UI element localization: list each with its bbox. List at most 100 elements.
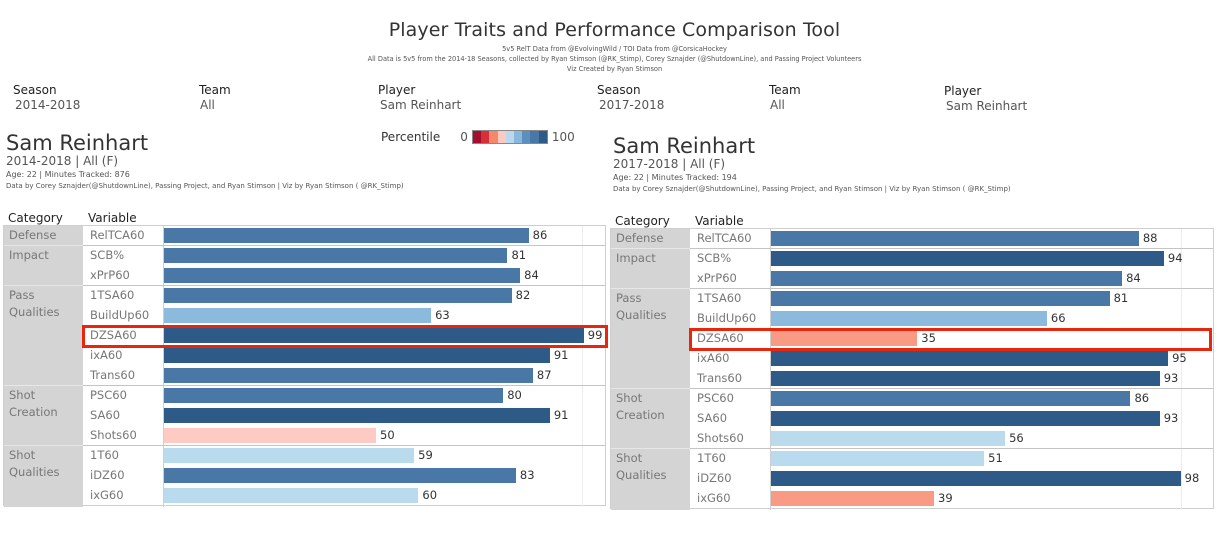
highlight-box <box>82 325 608 348</box>
filter-value[interactable]: Sam Reinhart <box>946 99 1028 113</box>
percentile-bar[interactable] <box>164 408 550 423</box>
legend-swatch <box>513 131 523 143</box>
filter-value[interactable]: 2017-2018 <box>599 98 665 112</box>
filter-team-left[interactable]: Team All <box>199 83 231 112</box>
variable-label: BuildUp60 <box>90 308 150 322</box>
player-name: Sam Reinhart <box>6 131 149 155</box>
percentile-value: 86 <box>532 228 548 242</box>
category-label: Shot Qualities <box>9 448 60 479</box>
left-traits-table: Defense RelTCA60 86 Impact SCB% 81 xPrP60 84 Pas… <box>3 225 608 507</box>
category-column <box>611 229 690 510</box>
season-team-line: 2017-2018 | All (F) <box>613 157 726 171</box>
column-divider <box>770 229 771 510</box>
filter-value[interactable]: All <box>200 98 215 112</box>
category-separator <box>611 448 690 449</box>
filter-label: Season <box>13 83 57 97</box>
variable-label: PSC60 <box>697 391 734 405</box>
legend-swatch <box>489 131 498 143</box>
filter-label: Team <box>769 83 801 97</box>
percentile-bar[interactable] <box>164 308 432 323</box>
percentile-legend: Percentile 0 100 <box>381 130 575 144</box>
category-separator <box>611 388 690 389</box>
category-separator <box>4 445 83 446</box>
variable-label: ixG60 <box>697 491 731 505</box>
percentile-value: 91 <box>553 348 569 362</box>
variable-label: 1T60 <box>90 448 119 462</box>
percentile-value: 51 <box>988 451 1003 465</box>
subtitle-data-sources: 5v5 RelT Data from @EvolvingWild / TOI D… <box>502 45 727 53</box>
variable-label: ixA60 <box>90 348 123 362</box>
percentile-value: 86 <box>1134 391 1150 405</box>
percentile-bar[interactable] <box>771 491 935 506</box>
category-separator <box>611 448 1213 449</box>
variable-label: DZSA60 <box>90 328 137 342</box>
category-label: Pass Qualities <box>9 288 60 319</box>
percentile-bar[interactable] <box>771 451 985 466</box>
category-label: Defense <box>9 228 57 242</box>
variable-label: iDZ60 <box>90 468 125 482</box>
percentile-value: 98 <box>1184 471 1200 485</box>
percentile-bar[interactable] <box>164 368 533 383</box>
percentile-bar[interactable] <box>164 448 415 463</box>
variable-label: 1TSA60 <box>90 288 135 302</box>
right-player-header: Sam Reinhart 2017-2018 | All (F) Age: 22… <box>613 134 1011 193</box>
percentile-bar[interactable] <box>771 471 1181 486</box>
variable-label: BuildUp60 <box>697 311 757 325</box>
percentile-bar[interactable] <box>164 228 529 243</box>
credit-line: Data by Corey Sznajder(@ShutdownLine), P… <box>6 182 404 190</box>
category-label: Defense <box>616 231 664 245</box>
filter-player-right[interactable]: Player Sam Reinhart <box>944 84 1027 113</box>
legend-max: 100 <box>551 130 575 144</box>
percentile-value: 81 <box>1113 291 1129 305</box>
category-separator <box>4 445 605 446</box>
percentile-value: 91 <box>553 408 569 422</box>
legend-swatch <box>472 131 482 143</box>
gridline <box>582 226 583 507</box>
category-label: Shot Qualities <box>616 451 667 482</box>
percentile-bar[interactable] <box>771 291 1110 306</box>
legend-swatch <box>522 131 531 143</box>
percentile-bar[interactable] <box>164 268 521 283</box>
filter-season-left[interactable]: Season 2014-2018 <box>13 83 80 112</box>
variable-label: iDZ60 <box>697 471 732 485</box>
percentile-bar[interactable] <box>164 488 419 503</box>
filter-value[interactable]: Sam Reinhart <box>380 98 462 112</box>
filter-team-right[interactable]: Team All <box>769 83 801 112</box>
percentile-bar[interactable] <box>771 431 1006 446</box>
percentile-bar[interactable] <box>771 331 918 346</box>
subtitle-viz-credit: Viz Created by Ryan Stimson <box>566 65 663 73</box>
percentile-bar[interactable] <box>771 371 1160 386</box>
right-header-category: Category <box>615 214 670 228</box>
percentile-bar[interactable] <box>771 351 1169 366</box>
percentile-value: 82 <box>515 288 531 302</box>
percentile-bar[interactable] <box>164 428 376 443</box>
percentile-bar[interactable] <box>771 231 1139 246</box>
category-label: Impact <box>616 251 656 265</box>
percentile-bar[interactable] <box>164 468 516 483</box>
filter-season-right[interactable]: Season 2017-2018 <box>597 83 664 112</box>
category-label: Impact <box>9 248 49 262</box>
percentile-bar[interactable] <box>771 391 1131 406</box>
category-separator <box>4 245 605 246</box>
category-separator <box>611 288 690 289</box>
percentile-bar[interactable] <box>164 348 550 363</box>
filter-player-left[interactable]: Player Sam Reinhart <box>378 83 461 112</box>
percentile-value: 84 <box>524 268 539 282</box>
percentile-bar[interactable] <box>771 251 1164 266</box>
filter-value[interactable]: 2014-2018 <box>15 98 81 112</box>
percentile-bar[interactable] <box>771 271 1123 286</box>
percentile-bar[interactable] <box>164 288 512 303</box>
filter-label: Player <box>378 83 416 97</box>
filter-value[interactable]: All <box>770 98 785 112</box>
percentile-bar[interactable] <box>164 388 504 403</box>
variable-label: ixG60 <box>90 488 124 502</box>
percentile-bar[interactable] <box>771 411 1160 426</box>
age-minutes-line: Age: 22 | Minutes Tracked: 876 <box>6 170 130 179</box>
percentile-bar[interactable] <box>164 328 584 343</box>
percentile-bar[interactable] <box>771 311 1047 326</box>
season-team-line: 2014-2018 | All (F) <box>6 154 119 168</box>
category-separator <box>611 288 1213 289</box>
percentile-bar[interactable] <box>164 248 508 263</box>
category-separator <box>4 285 605 286</box>
variable-label: xPrP60 <box>90 268 130 282</box>
